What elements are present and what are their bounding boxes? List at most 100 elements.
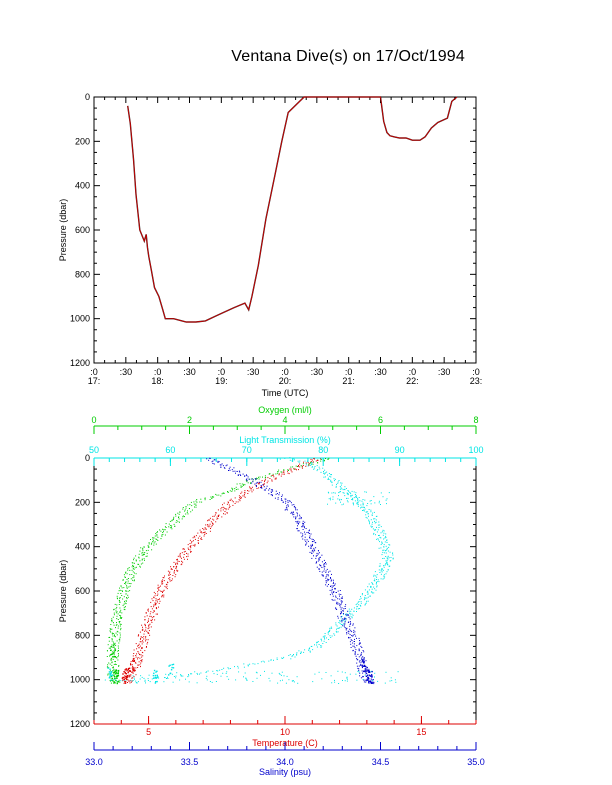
salinity-point <box>337 590 339 592</box>
salinity-point <box>223 467 225 469</box>
salinity-point <box>278 494 280 496</box>
oxygen-point <box>124 576 126 578</box>
transmission-point <box>346 613 348 615</box>
oxygen-point <box>190 511 192 513</box>
transmission-point <box>367 593 369 595</box>
temperature-point <box>137 657 139 659</box>
salinity-point <box>219 464 221 466</box>
oxygen-point <box>130 578 132 580</box>
salinity-point <box>339 595 340 597</box>
transmission-point <box>316 642 318 644</box>
temperature-point <box>310 458 312 460</box>
temperature-point <box>150 611 152 613</box>
x-tick-label: 17: <box>88 376 101 386</box>
transmission-point <box>289 457 291 459</box>
oxygen-point <box>121 590 123 592</box>
temperature-point <box>130 681 132 683</box>
transmission-point <box>314 644 315 646</box>
transmission-point <box>104 679 106 681</box>
oxygen-point <box>113 672 115 674</box>
salinity-point <box>287 500 289 502</box>
salinity-point <box>318 557 320 559</box>
transmission-point <box>357 670 359 672</box>
salinity-point <box>255 478 257 480</box>
salinity-point <box>347 610 349 612</box>
transmission-point <box>158 677 160 679</box>
transmission-point <box>380 526 382 528</box>
temperature-point <box>205 528 207 530</box>
temperature-point <box>130 674 132 676</box>
salinity-point <box>291 511 293 513</box>
transmission-point <box>238 671 240 673</box>
oxygen-point <box>114 603 116 605</box>
temperature-point <box>160 590 162 592</box>
transmission-point <box>382 569 384 571</box>
salinity-point <box>344 606 346 607</box>
transmission-point <box>332 498 334 500</box>
transmission-point <box>386 542 388 543</box>
salinity-point <box>309 536 310 538</box>
salinity-point <box>337 602 339 604</box>
oxygen-point <box>195 506 197 508</box>
transmission-point <box>369 523 370 525</box>
x-tick-label: 22: <box>406 376 419 386</box>
temperature-point <box>216 518 218 520</box>
transmission-point <box>369 595 371 597</box>
transmission-point <box>373 533 375 535</box>
oxygen-point <box>281 471 283 473</box>
oxygen-point <box>171 528 173 530</box>
oxygen-point <box>127 569 129 571</box>
temperature-point <box>175 574 177 576</box>
transmission-point <box>278 672 280 674</box>
oxygen-point <box>109 647 111 649</box>
dive-trace-shadow <box>127 96 458 323</box>
transmission-point <box>339 486 341 487</box>
temperature-point <box>201 539 203 540</box>
temperature-point <box>148 627 150 629</box>
oxygen-point <box>178 513 180 515</box>
transmission-point <box>367 600 369 602</box>
salinity-point <box>309 547 311 549</box>
transmission-point <box>379 565 381 567</box>
salinity-point <box>302 538 304 540</box>
temperature-point <box>273 476 275 478</box>
oxygen-point <box>115 677 117 679</box>
temperature-point <box>161 581 163 582</box>
salinity-point <box>299 521 301 523</box>
temperature-point <box>183 548 184 550</box>
temperature-point <box>283 474 285 475</box>
transmission-point <box>308 649 310 651</box>
salinity-point <box>335 588 336 590</box>
salinity-point <box>238 470 240 472</box>
temperature-point <box>169 574 171 575</box>
transmission-point <box>175 677 177 679</box>
y-tick-label: 1000 <box>70 675 90 685</box>
transmission-point <box>338 622 340 623</box>
salinity-point <box>359 642 361 644</box>
transmission-point <box>343 621 345 623</box>
transmission-point <box>154 674 157 677</box>
oxygen-point <box>148 543 150 545</box>
oxygen-point <box>117 592 119 594</box>
salinity-point <box>310 547 312 549</box>
transmission-point <box>386 571 388 573</box>
temperature-point <box>146 630 148 632</box>
salinity-point <box>275 493 277 495</box>
temperature-point <box>187 558 188 560</box>
temperature-point <box>174 576 176 578</box>
transmission-point <box>373 532 375 534</box>
transmission-point <box>386 558 388 560</box>
transmission-point <box>334 478 336 480</box>
oxygen-point <box>108 637 110 638</box>
salinity-point <box>301 517 302 519</box>
salinity-point <box>281 494 283 496</box>
transmission-point <box>325 642 327 643</box>
salinity-point <box>208 459 210 461</box>
transmission-point <box>209 681 211 682</box>
salinity-point <box>332 579 334 581</box>
transmission-point <box>349 615 351 617</box>
oxygen-profile <box>106 457 330 685</box>
temperature-point <box>137 664 139 666</box>
salinity-point <box>319 556 321 558</box>
temperature-point <box>283 472 285 474</box>
